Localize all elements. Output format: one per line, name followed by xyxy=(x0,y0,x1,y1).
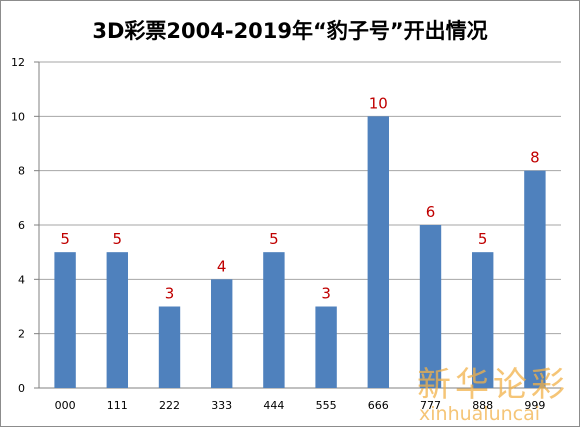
x-tick-label: 333 xyxy=(211,399,232,412)
data-labels: 5 5 3 4 5 3 10 6 5 8 xyxy=(60,94,539,302)
data-label: 5 xyxy=(60,230,70,248)
data-label: 4 xyxy=(217,257,227,275)
bar xyxy=(54,252,76,388)
x-tick-label: 111 xyxy=(107,399,128,412)
y-tick-label: 12 xyxy=(11,56,25,69)
bars xyxy=(54,116,546,388)
bar xyxy=(106,252,129,388)
bar xyxy=(367,116,390,388)
data-label: 3 xyxy=(165,285,175,303)
data-label: 3 xyxy=(321,285,331,303)
bar xyxy=(210,279,233,388)
data-label: 6 xyxy=(426,203,436,221)
bar xyxy=(158,306,181,388)
watermark-chinese-text: 新华论彩 xyxy=(417,365,569,405)
x-tick-label: 999 xyxy=(524,399,545,412)
x-tick-label: 444 xyxy=(263,399,284,412)
bar xyxy=(419,225,442,388)
y-tick-label: 10 xyxy=(11,110,25,123)
y-tick-label: 2 xyxy=(18,328,25,341)
x-tick-label: 666 xyxy=(368,399,389,412)
data-label: 5 xyxy=(478,230,488,248)
watermark-pinyin-text: xinhualuncai xyxy=(419,403,540,425)
data-label: 5 xyxy=(269,230,279,248)
bar xyxy=(315,306,337,388)
chart-title: 3D彩票2004-2019年“豹子号”开出情况 xyxy=(92,19,487,43)
bar xyxy=(471,252,494,388)
x-tick-label: 888 xyxy=(472,399,493,412)
data-label: 10 xyxy=(369,94,388,112)
bar xyxy=(263,252,285,388)
watermark-logo: 新华论彩 xinhualuncai xyxy=(417,365,569,425)
y-tick-label: 4 xyxy=(18,273,25,286)
bar xyxy=(524,170,546,388)
x-tick-label: 222 xyxy=(159,399,180,412)
x-tick-label: 555 xyxy=(316,399,337,412)
data-label: 5 xyxy=(113,230,123,248)
x-tick-label: 777 xyxy=(420,399,441,412)
x-tick-label: 000 xyxy=(55,399,76,412)
y-tick-label: 6 xyxy=(18,219,25,232)
y-tick-label: 0 xyxy=(18,382,25,395)
y-tick-label: 8 xyxy=(18,165,25,178)
data-label: 8 xyxy=(530,149,540,167)
